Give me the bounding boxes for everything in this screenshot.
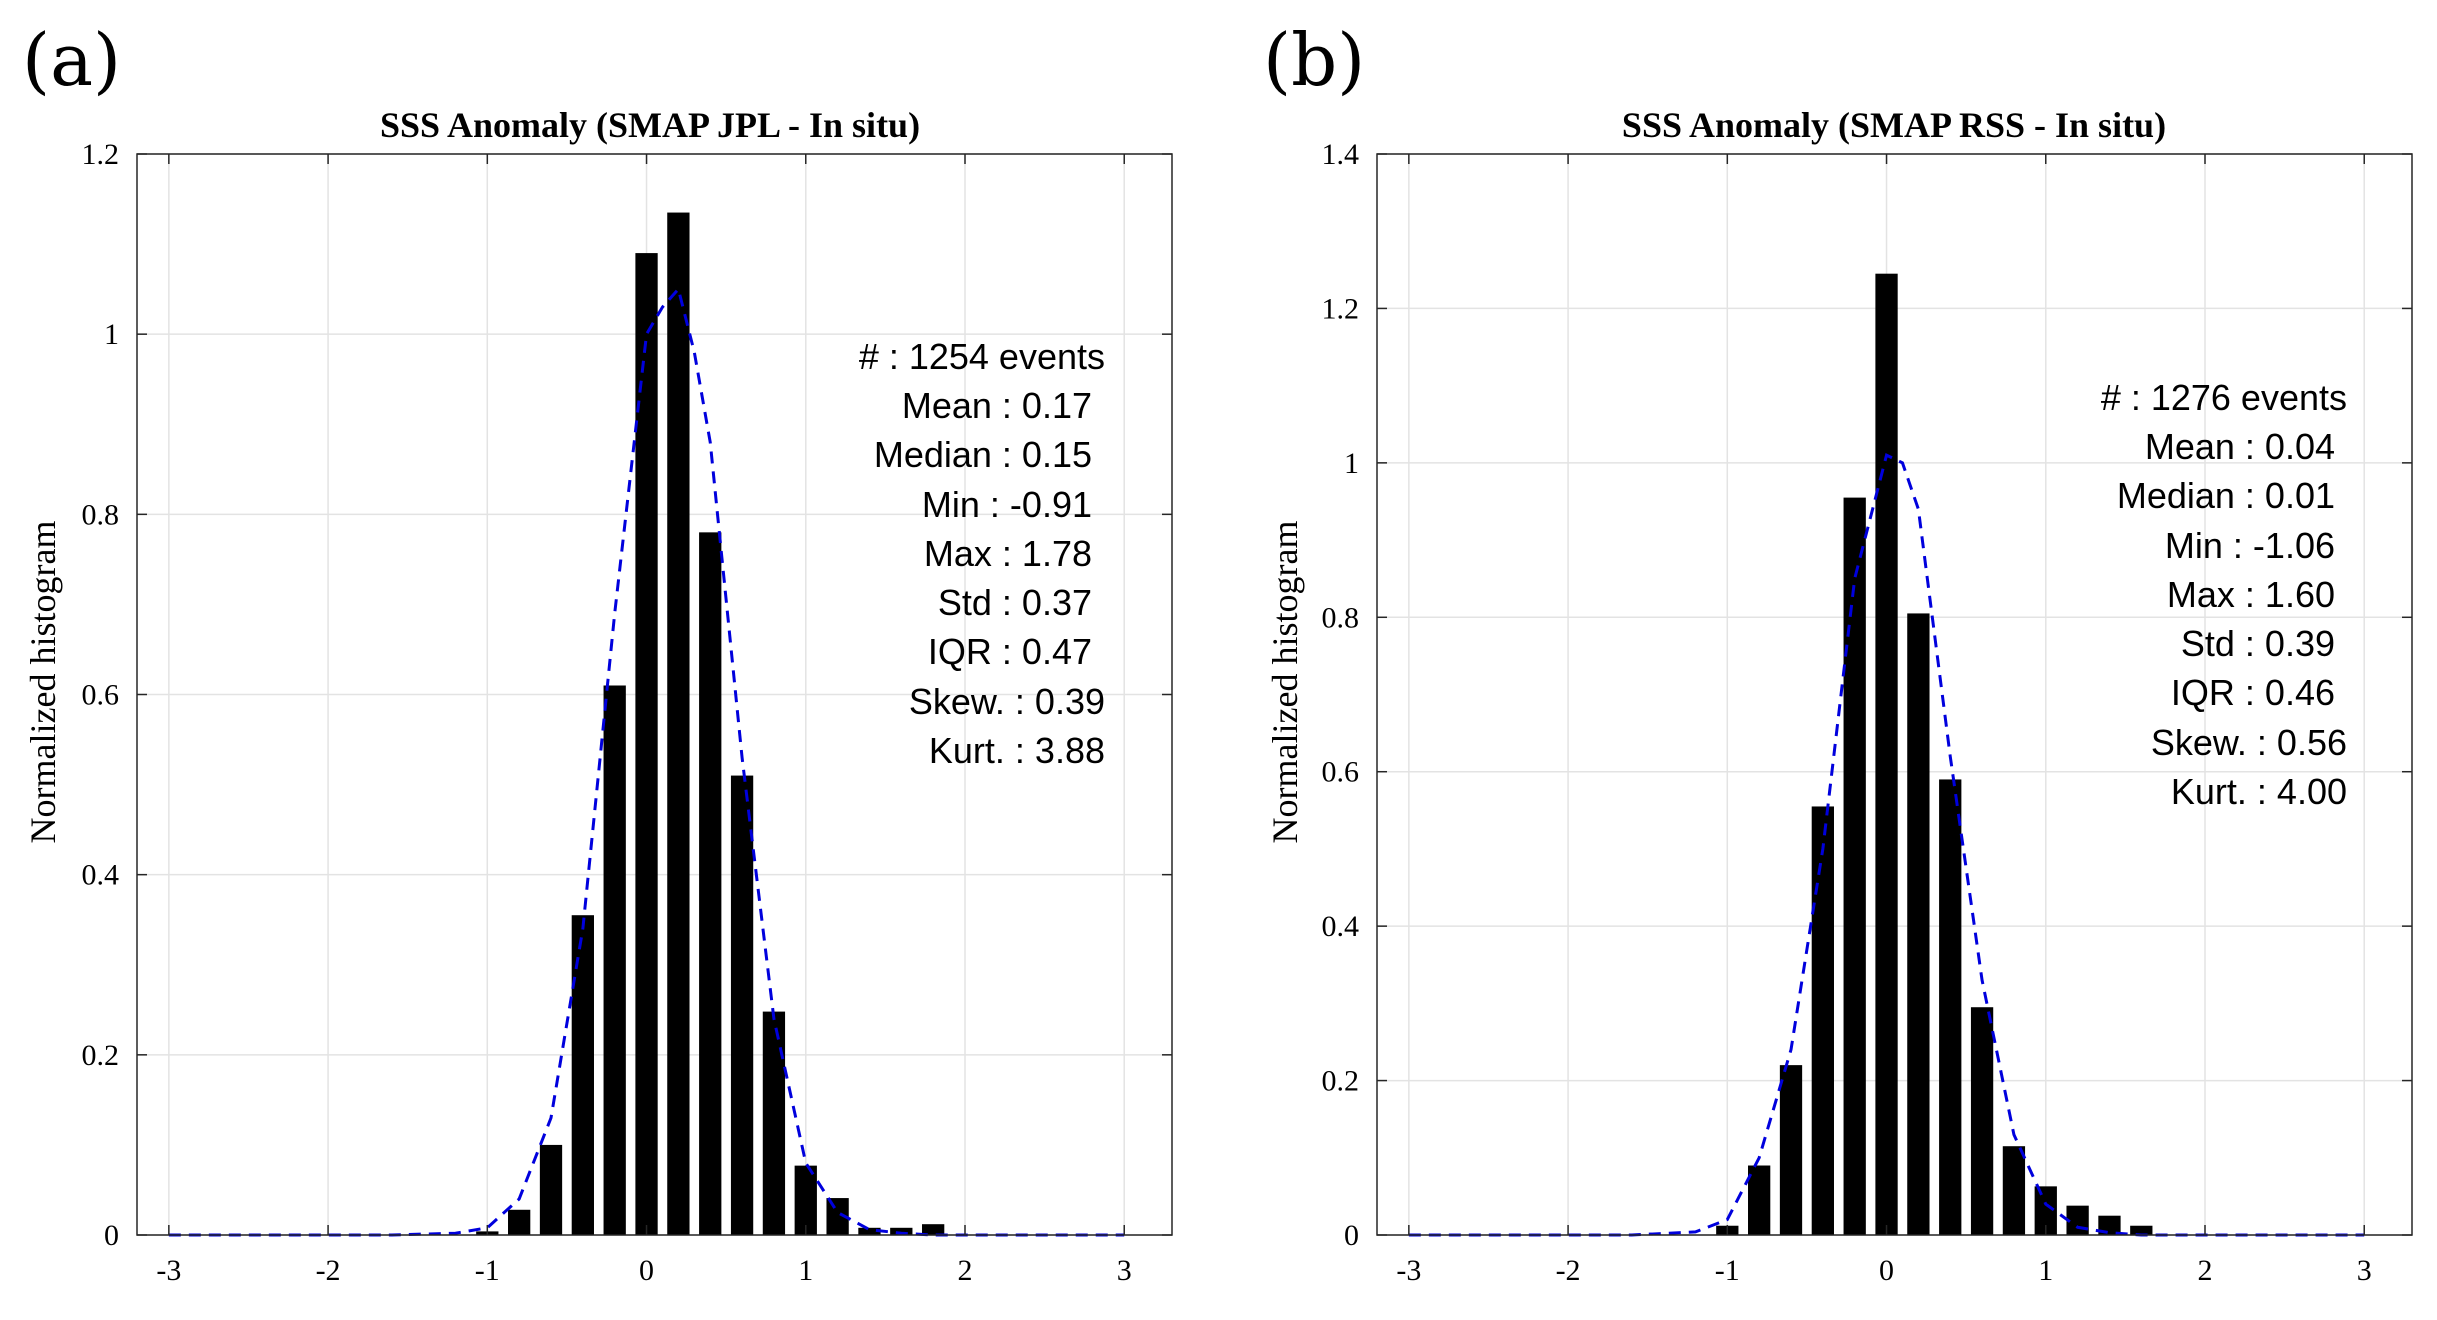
- y-tick-label: 1: [104, 318, 119, 351]
- stats-box: # : 1276 events Mean : 0.04 Median : 0.0…: [2101, 377, 2347, 812]
- histogram-bar: [762, 1011, 786, 1235]
- histogram-bar: [667, 212, 690, 1235]
- y-tick-label: 0.6: [82, 679, 120, 712]
- x-tick-label: -3: [1396, 1254, 1421, 1287]
- stat-line: Kurt. : 3.88: [929, 730, 1105, 771]
- y-tick-label: 0: [104, 1219, 119, 1252]
- histogram-bar: [1970, 1007, 1994, 1235]
- histogram-bar: [2002, 1146, 2026, 1235]
- histogram-bar: [508, 1209, 531, 1235]
- stat-line: Skew. : 0.56: [2151, 722, 2347, 763]
- plot-area: -3 -2 -1 0 1 2 3 0 0.2 0.4 0.6 0.8 1 1.2 1.4: [1322, 138, 2413, 1287]
- y-axis-label: Normalized histogram: [23, 521, 63, 844]
- stat-line: IQR : 0.47: [928, 631, 1092, 672]
- panel-b-letter: (b): [1263, 18, 1366, 102]
- stat-line: Median : 0.15: [874, 434, 1092, 475]
- y-tick-label: 0.2: [1322, 1065, 1360, 1098]
- histogram-bar: [890, 1227, 913, 1235]
- y-tick-label: 0.8: [82, 498, 120, 531]
- histogram-bar: [730, 775, 754, 1235]
- histogram-chart-rss: SSS Anomaly (SMAP RSS - In situ) Normali…: [1265, 105, 2413, 1287]
- panel-a-letter: (a): [22, 18, 122, 102]
- stat-line: Min : -1.06: [2165, 525, 2335, 566]
- histogram-bar: [1939, 779, 1962, 1235]
- stat-line: Mean : 0.17: [902, 385, 1092, 426]
- histogram-bar: [794, 1165, 817, 1235]
- histogram-bar: [539, 1144, 563, 1235]
- x-tick-label: -3: [156, 1254, 181, 1287]
- histogram-bar: [1907, 613, 1930, 1235]
- stat-line: Skew. : 0.39: [909, 681, 1105, 722]
- chart-title: SSS Anomaly (SMAP JPL - In situ): [380, 105, 920, 145]
- histogram-bar: [1779, 1065, 1803, 1235]
- stat-line: Max : 1.78: [924, 533, 1092, 574]
- fit-curve-line: [168, 286, 1125, 1237]
- stat-line: IQR : 0.46: [2171, 672, 2335, 713]
- plot-area: -3 -2 -1 0 1 2 3 0 0.2 0.4 0.6 0.8 1 1.2: [82, 138, 1173, 1287]
- x-tick-label: -1: [475, 1254, 500, 1287]
- histogram-bar: [826, 1198, 849, 1235]
- y-tick-label: 1.2: [1322, 292, 1360, 325]
- histogram-bar: [1843, 497, 1866, 1235]
- y-tick-label: 0: [1344, 1219, 1359, 1252]
- histogram-bar: [571, 915, 594, 1235]
- histogram-bar: [2034, 1186, 2057, 1235]
- histogram-bar: [922, 1224, 945, 1235]
- histogram-bar: [1748, 1165, 1771, 1235]
- y-axis-label: Normalized histogram: [1265, 521, 1305, 844]
- x-tick-label: 3: [1117, 1254, 1132, 1287]
- x-tick-label: 1: [798, 1254, 813, 1287]
- y-tick-label: 1.2: [82, 138, 120, 171]
- stat-line: Mean : 0.04: [2145, 426, 2335, 467]
- stat-line: Max : 1.60: [2167, 574, 2335, 615]
- x-tick-label: 2: [2198, 1254, 2213, 1287]
- histogram-bar: [1811, 806, 1834, 1235]
- axes-box: [1376, 153, 2413, 1236]
- y-tick-label: 0.4: [82, 859, 120, 892]
- stat-line: Std : 0.37: [938, 582, 1092, 623]
- histogram-chart-jpl: SSS Anomaly (SMAP JPL - In situ) Normali…: [23, 105, 1173, 1287]
- x-tick-label: 2: [958, 1254, 973, 1287]
- histogram-bar: [699, 532, 722, 1235]
- x-tick-label: 0: [1879, 1254, 1894, 1287]
- y-tick-label: 1.4: [1322, 138, 1360, 171]
- x-tick-label: -1: [1715, 1254, 1740, 1287]
- y-tick-label: 0.8: [1322, 601, 1360, 634]
- histogram-bar: [858, 1227, 881, 1235]
- histogram-bar: [2098, 1215, 2121, 1235]
- y-tick-label: 1: [1344, 447, 1359, 480]
- stat-line: Kurt. : 4.00: [2171, 771, 2347, 812]
- x-tick-label: 3: [2357, 1254, 2372, 1287]
- stat-line: Std : 0.39: [2181, 623, 2335, 664]
- stat-line: # : 1276 events: [2101, 377, 2347, 418]
- y-tick-label: 0.2: [82, 1039, 120, 1072]
- x-tick-label: -2: [1556, 1254, 1581, 1287]
- y-tick-label: 0.6: [1322, 756, 1360, 789]
- x-tick-label: 0: [639, 1254, 654, 1287]
- stat-line: Median : 0.01: [2117, 475, 2335, 516]
- stat-line: # : 1254 events: [859, 336, 1105, 377]
- x-tick-label: -2: [316, 1254, 341, 1287]
- histogram-bar: [603, 685, 626, 1235]
- fit-curve-line: [1408, 452, 2365, 1237]
- histogram-bar: [635, 253, 658, 1235]
- y-tick-label: 0.4: [1322, 910, 1360, 943]
- chart-title: SSS Anomaly (SMAP RSS - In situ): [1622, 105, 2166, 145]
- histogram-bar: [2130, 1225, 2153, 1235]
- histogram-bar: [1875, 273, 1898, 1235]
- stats-box: # : 1254 events Mean : 0.17 Median : 0.1…: [859, 336, 1105, 771]
- stat-line: Min : -0.91: [922, 484, 1092, 525]
- x-tick-label: 1: [2038, 1254, 2053, 1287]
